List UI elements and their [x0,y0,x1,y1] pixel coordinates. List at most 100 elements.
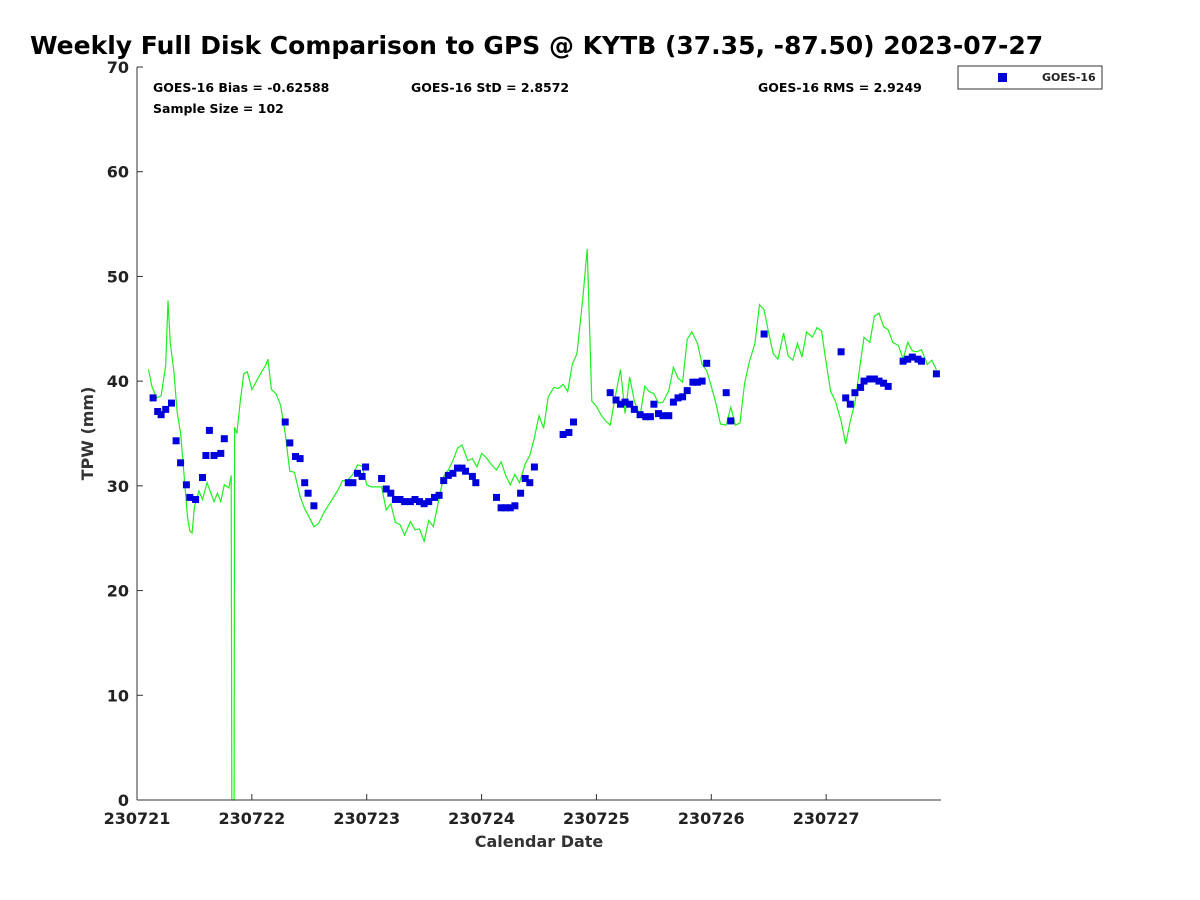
goes16-point [162,405,170,413]
goes16-point [378,475,386,482]
gps-line [147,249,937,801]
goes16-point [182,481,190,489]
goes16-point [310,502,318,510]
goes16-point [904,355,912,363]
goes16-point [621,398,629,406]
goes16-point [192,496,200,503]
goes16-point [646,413,654,421]
goes16-point [296,455,304,463]
legend-box [957,65,1103,90]
x-tick-label: 230724 [448,809,515,828]
goes16-point [358,472,366,480]
x-tick-label: 230726 [678,809,745,828]
goes16-point [694,378,701,386]
goes16-point [411,496,419,503]
goes16-point [899,357,907,365]
x-tick-label: 230722 [218,809,285,828]
goes16-point [689,378,697,386]
goes16-point [435,491,443,499]
y-tick-label: 10 [107,686,129,705]
goes16-point [406,498,414,506]
goes16-point [875,377,883,385]
goes16-point [846,400,854,408]
goes16-point [344,479,352,487]
goes16-point [444,471,452,479]
goes16-point [866,375,874,383]
goes16-point [932,370,940,378]
goes16-point [521,475,529,482]
goes16-point [217,449,225,457]
goes16-point [172,437,180,445]
stat-sample-size: Sample Size = 102 [153,101,284,116]
goes16-point [449,469,457,477]
y-tick-label: 30 [107,477,129,496]
stat-std: GOES-16 StD = 2.8572 [411,80,569,95]
goes16-point [511,502,519,510]
goes16-point [391,496,399,503]
y-tick-label: 50 [107,267,129,286]
goes16-point [205,426,213,434]
goes16-point [612,396,620,404]
goes16-point [168,399,175,407]
goes16-point [186,493,194,501]
goes16-point [387,489,395,497]
y-axis-ticks: 0 10 20 30 40 50 60 70 [107,58,143,810]
goes16-point [679,393,687,401]
goes16-point [530,463,538,471]
goes16-point [918,357,925,365]
goes16-point [304,489,312,497]
goes16-point [382,485,390,493]
goes16-point [149,394,157,402]
plot-background [137,67,941,800]
goes16-point [281,418,289,426]
goes16-point [292,453,299,460]
goes16-point [606,389,614,397]
goes16-point [703,359,711,367]
goes16-point [669,398,677,406]
goes16-series [149,330,940,512]
goes16-point [642,413,650,421]
goes16-point [727,417,735,425]
y-tick-label: 60 [107,163,129,182]
goes16-point [636,411,644,419]
goes16-point [837,348,845,356]
goes16-point [565,429,573,436]
goes16-point [416,498,423,506]
goes16-point [908,353,916,361]
goes16-point [617,400,624,408]
y-tick-label: 0 [118,791,129,810]
stat-rms: GOES-16 RMS = 2.9249 [758,80,922,95]
goes16-point [698,377,706,385]
goes16-point [177,459,185,467]
goes16-point [420,500,428,508]
goes16-point [199,474,206,481]
chart-title: Weekly Full Disk Comparison to GPS @ KYT… [30,31,1043,60]
goes16-point [157,411,165,419]
goes16-point [210,452,218,459]
goes16-point [665,412,673,420]
goes16-point [659,412,667,420]
goes16-point [506,504,514,512]
goes16-point [880,379,888,387]
goes16-point [870,375,878,383]
goes16-point [401,498,409,506]
goes16-point [497,504,505,512]
x-tick-label: 230727 [793,809,860,828]
goes16-point [630,405,638,413]
goes16-point [722,389,730,397]
goes16-point [884,382,892,390]
goes16-point [493,493,500,501]
goes16-point [570,418,577,426]
goes16-point [431,493,438,501]
goes16-point [626,400,634,408]
goes16-point [655,410,662,418]
y-tick-label: 40 [107,372,129,391]
goes16-point [683,387,691,395]
goes16-point [860,377,868,385]
goes16-point [526,479,534,487]
goes16-point [760,330,768,338]
gps-series [147,249,937,801]
legend-marker-goes16 [998,73,1007,82]
plot-area [137,67,941,800]
goes16-point [286,439,294,447]
